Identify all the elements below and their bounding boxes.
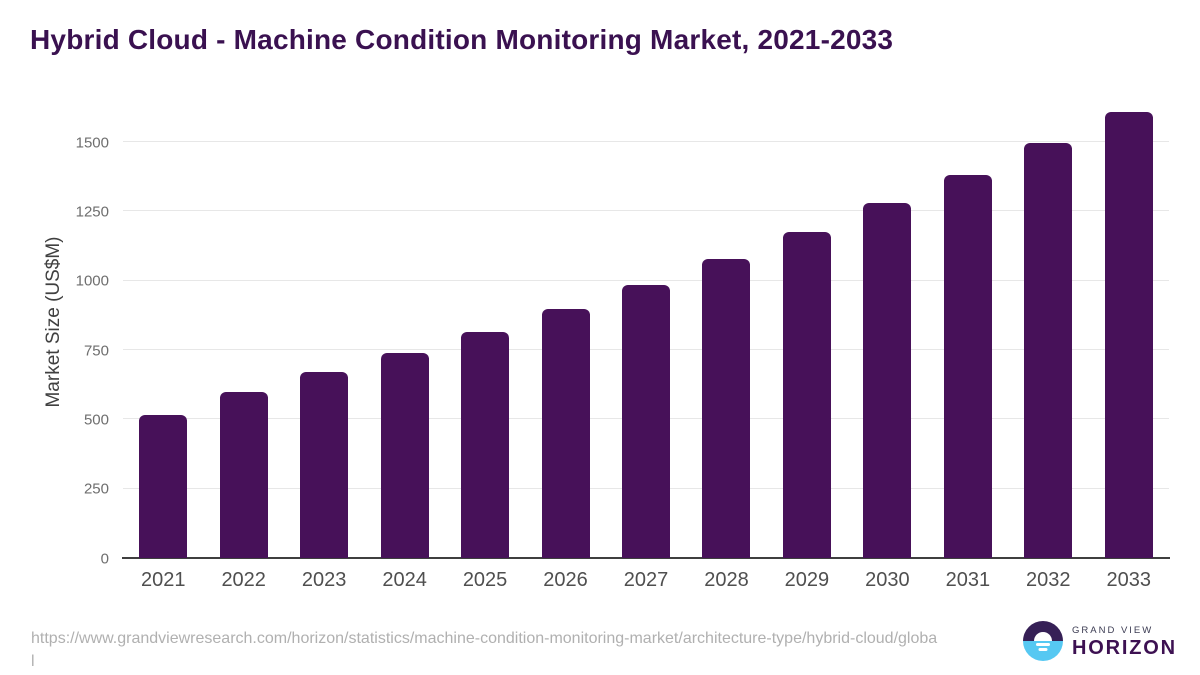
bar-2029[interactable]: [782, 232, 831, 558]
bar-2027[interactable]: [622, 284, 670, 558]
gridline: [123, 141, 1169, 142]
y-tick-label: 500: [83, 411, 109, 429]
bar-2024[interactable]: [380, 352, 429, 558]
bar-2021[interactable]: [139, 414, 188, 558]
bar-2032[interactable]: [1024, 143, 1073, 558]
y-tick-label: 0: [100, 550, 109, 567]
sun-reflection-bar: [1036, 643, 1050, 646]
x-tick-label: 2030: [865, 569, 910, 591]
sun-dome-shape: [1034, 632, 1052, 641]
bar-2023[interactable]: [300, 371, 349, 558]
x-tick-label: 2033: [1106, 569, 1152, 591]
y-tick-label: 750: [83, 342, 109, 359]
x-tick-label: 2031: [945, 569, 991, 591]
x-axis-line: [122, 557, 1171, 559]
y-tick-label: 1500: [75, 134, 109, 151]
y-tick-label: 250: [83, 480, 109, 498]
bar-2025[interactable]: [461, 331, 510, 558]
plot-area: 0 250 500 750 1000 1250 1500 2021 2022 2023 2024 20…: [76, 104, 1171, 591]
x-tick-label: 2028: [704, 569, 749, 591]
x-tick-label: 2023: [301, 569, 347, 591]
chart-title: Hybrid Cloud - Machine Condition Monitor…: [30, 24, 894, 55]
bar-2031[interactable]: [943, 174, 992, 558]
x-tick-label: 2024: [382, 569, 427, 591]
bar-2026[interactable]: [541, 308, 590, 558]
gridline: [123, 210, 1169, 212]
brand-name-top: GRAND VIEW: [1072, 624, 1154, 636]
bar-2033[interactable]: [1104, 111, 1153, 558]
bar-2028[interactable]: [702, 259, 751, 558]
x-tick-label: 2029: [784, 569, 830, 591]
y-axis-title: Market Size (US$M): [43, 236, 64, 408]
x-tick-label: 2021: [140, 569, 186, 591]
x-tick-label: 2022: [221, 569, 266, 591]
x-tick-label: 2027: [623, 569, 669, 591]
y-tick-label: 1000: [75, 272, 109, 290]
gridline: [123, 279, 1169, 281]
source-url: https://www.grandviewresearch.com/horizo…: [31, 630, 938, 670]
x-tick-label: 2026: [543, 569, 588, 591]
bar-2022[interactable]: [219, 391, 268, 558]
horizon-sun-icon: [1023, 621, 1063, 661]
x-tick-label: 2025: [462, 569, 508, 591]
y-tick-label: 1250: [75, 203, 109, 221]
brand-wordmark: GRAND VIEW HORIZON: [1072, 625, 1177, 658]
sun-reflection-bar: [1038, 648, 1048, 651]
brand-name-bottom: HORIZON: [1072, 636, 1177, 659]
bar-2030[interactable]: [863, 203, 912, 558]
x-tick-label: 2032: [1026, 569, 1071, 591]
brand-logo: GRAND VIEW HORIZON: [1023, 621, 1177, 661]
